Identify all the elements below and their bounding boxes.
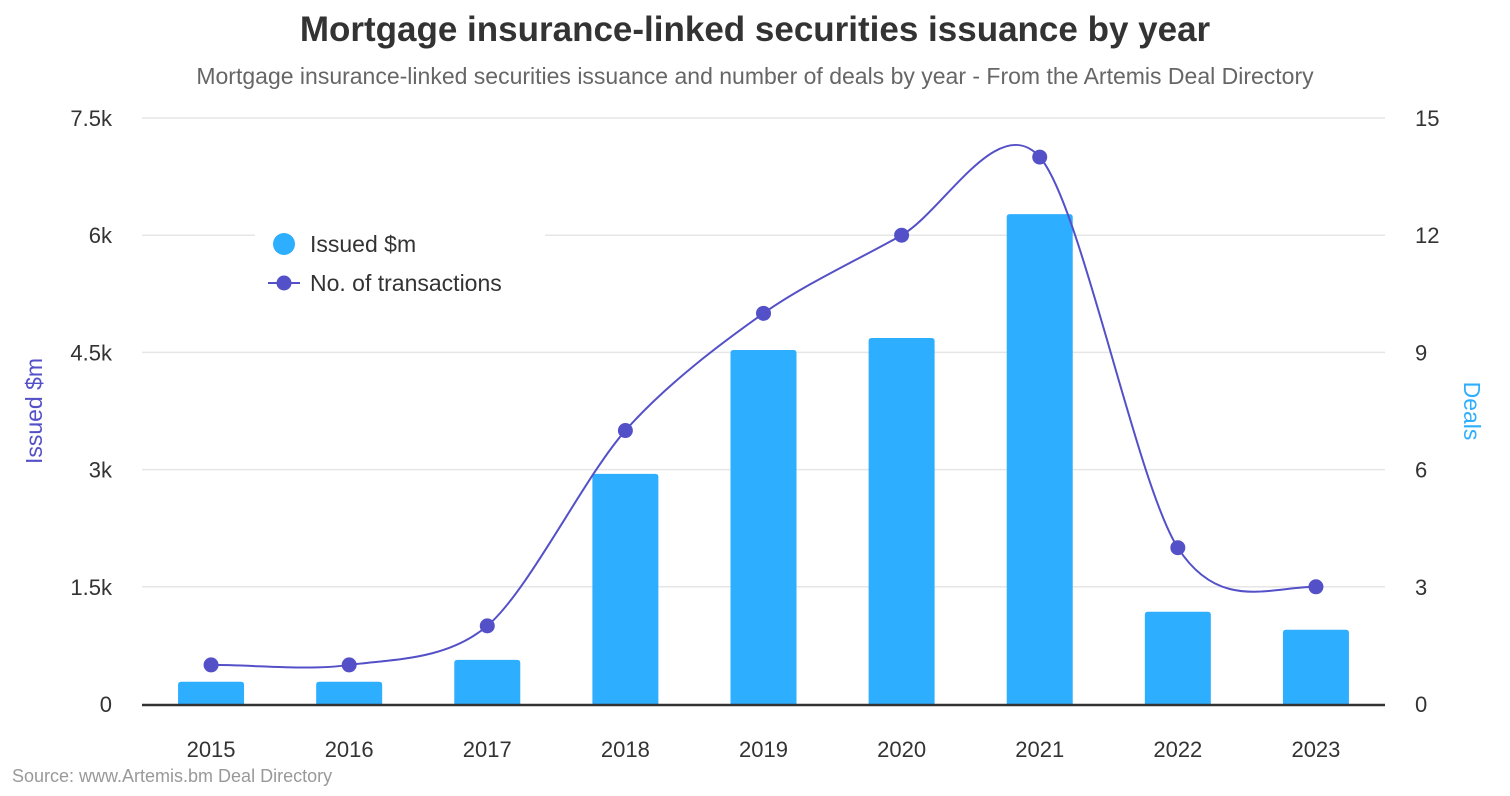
bar-2016 <box>316 681 383 704</box>
y-right-tick-label: 15 <box>1415 106 1439 131</box>
x-tick-label: 2017 <box>463 737 512 762</box>
x-tick-label: 2016 <box>325 737 374 762</box>
y-right-tick-label: 12 <box>1415 223 1439 248</box>
transactions-point-2018 <box>617 423 633 439</box>
y-left-tick-label: 7.5k <box>70 106 113 131</box>
y-left-tick-label: 4.5k <box>70 340 113 365</box>
legend-point-symbol <box>276 275 292 291</box>
transactions-point-2021 <box>1032 149 1048 165</box>
bar-2018 <box>592 473 659 704</box>
transactions-point-2019 <box>756 305 771 321</box>
x-tick-label: 2023 <box>1291 737 1340 762</box>
y-left-tick-label: 1.5k <box>70 575 113 600</box>
bar-2023 <box>1282 629 1349 704</box>
legend-box <box>255 222 545 302</box>
y-right-tick-label: 9 <box>1415 340 1427 365</box>
y-right-axis-title: Deals <box>1459 382 1485 441</box>
y-right-tick-label: 0 <box>1415 692 1427 717</box>
chart-subtitle: Mortgage insurance-linked securities iss… <box>196 63 1314 89</box>
transactions-point-2020 <box>894 227 910 243</box>
x-tick-label: 2021 <box>1015 737 1064 762</box>
transactions-point-2015 <box>203 657 219 673</box>
bar-2017 <box>454 659 521 704</box>
transactions-point-2023 <box>1308 579 1324 595</box>
bar-2019 <box>730 350 797 704</box>
chart-credits[interactable]: Source: www.Artemis.bm Deal Directory <box>12 766 333 786</box>
x-tick-label: 2019 <box>739 737 788 762</box>
bar-2020 <box>868 337 935 704</box>
legend-bar-symbol <box>273 233 295 255</box>
x-tick-label: 2022 <box>1153 737 1202 762</box>
x-tick-label: 2018 <box>601 737 650 762</box>
transactions-line <box>211 143 1316 669</box>
y-left-tick-label: 0 <box>100 692 112 717</box>
bar-2021 <box>1006 214 1073 704</box>
x-tick-label: 2020 <box>877 737 926 762</box>
transactions-point-2022 <box>1170 540 1186 556</box>
bar-2022 <box>1144 611 1211 704</box>
transactions-point-2017 <box>479 618 495 634</box>
y-right-tick-label: 6 <box>1415 458 1427 483</box>
chart-title: Mortgage insurance-linked securities iss… <box>299 10 1211 49</box>
y-left-tick-label: 6k <box>89 223 113 248</box>
y-right-tick-label: 3 <box>1415 575 1427 600</box>
legend-item-transactions: No. of transactions <box>310 270 502 296</box>
y-left-tick-label: 3k <box>89 458 113 483</box>
legend-item-issued: Issued $m <box>310 231 416 257</box>
bar-2015 <box>178 681 245 704</box>
x-tick-label: 2015 <box>187 737 236 762</box>
y-left-axis-title: Issued $m <box>21 358 47 464</box>
transactions-point-2016 <box>341 657 357 673</box>
